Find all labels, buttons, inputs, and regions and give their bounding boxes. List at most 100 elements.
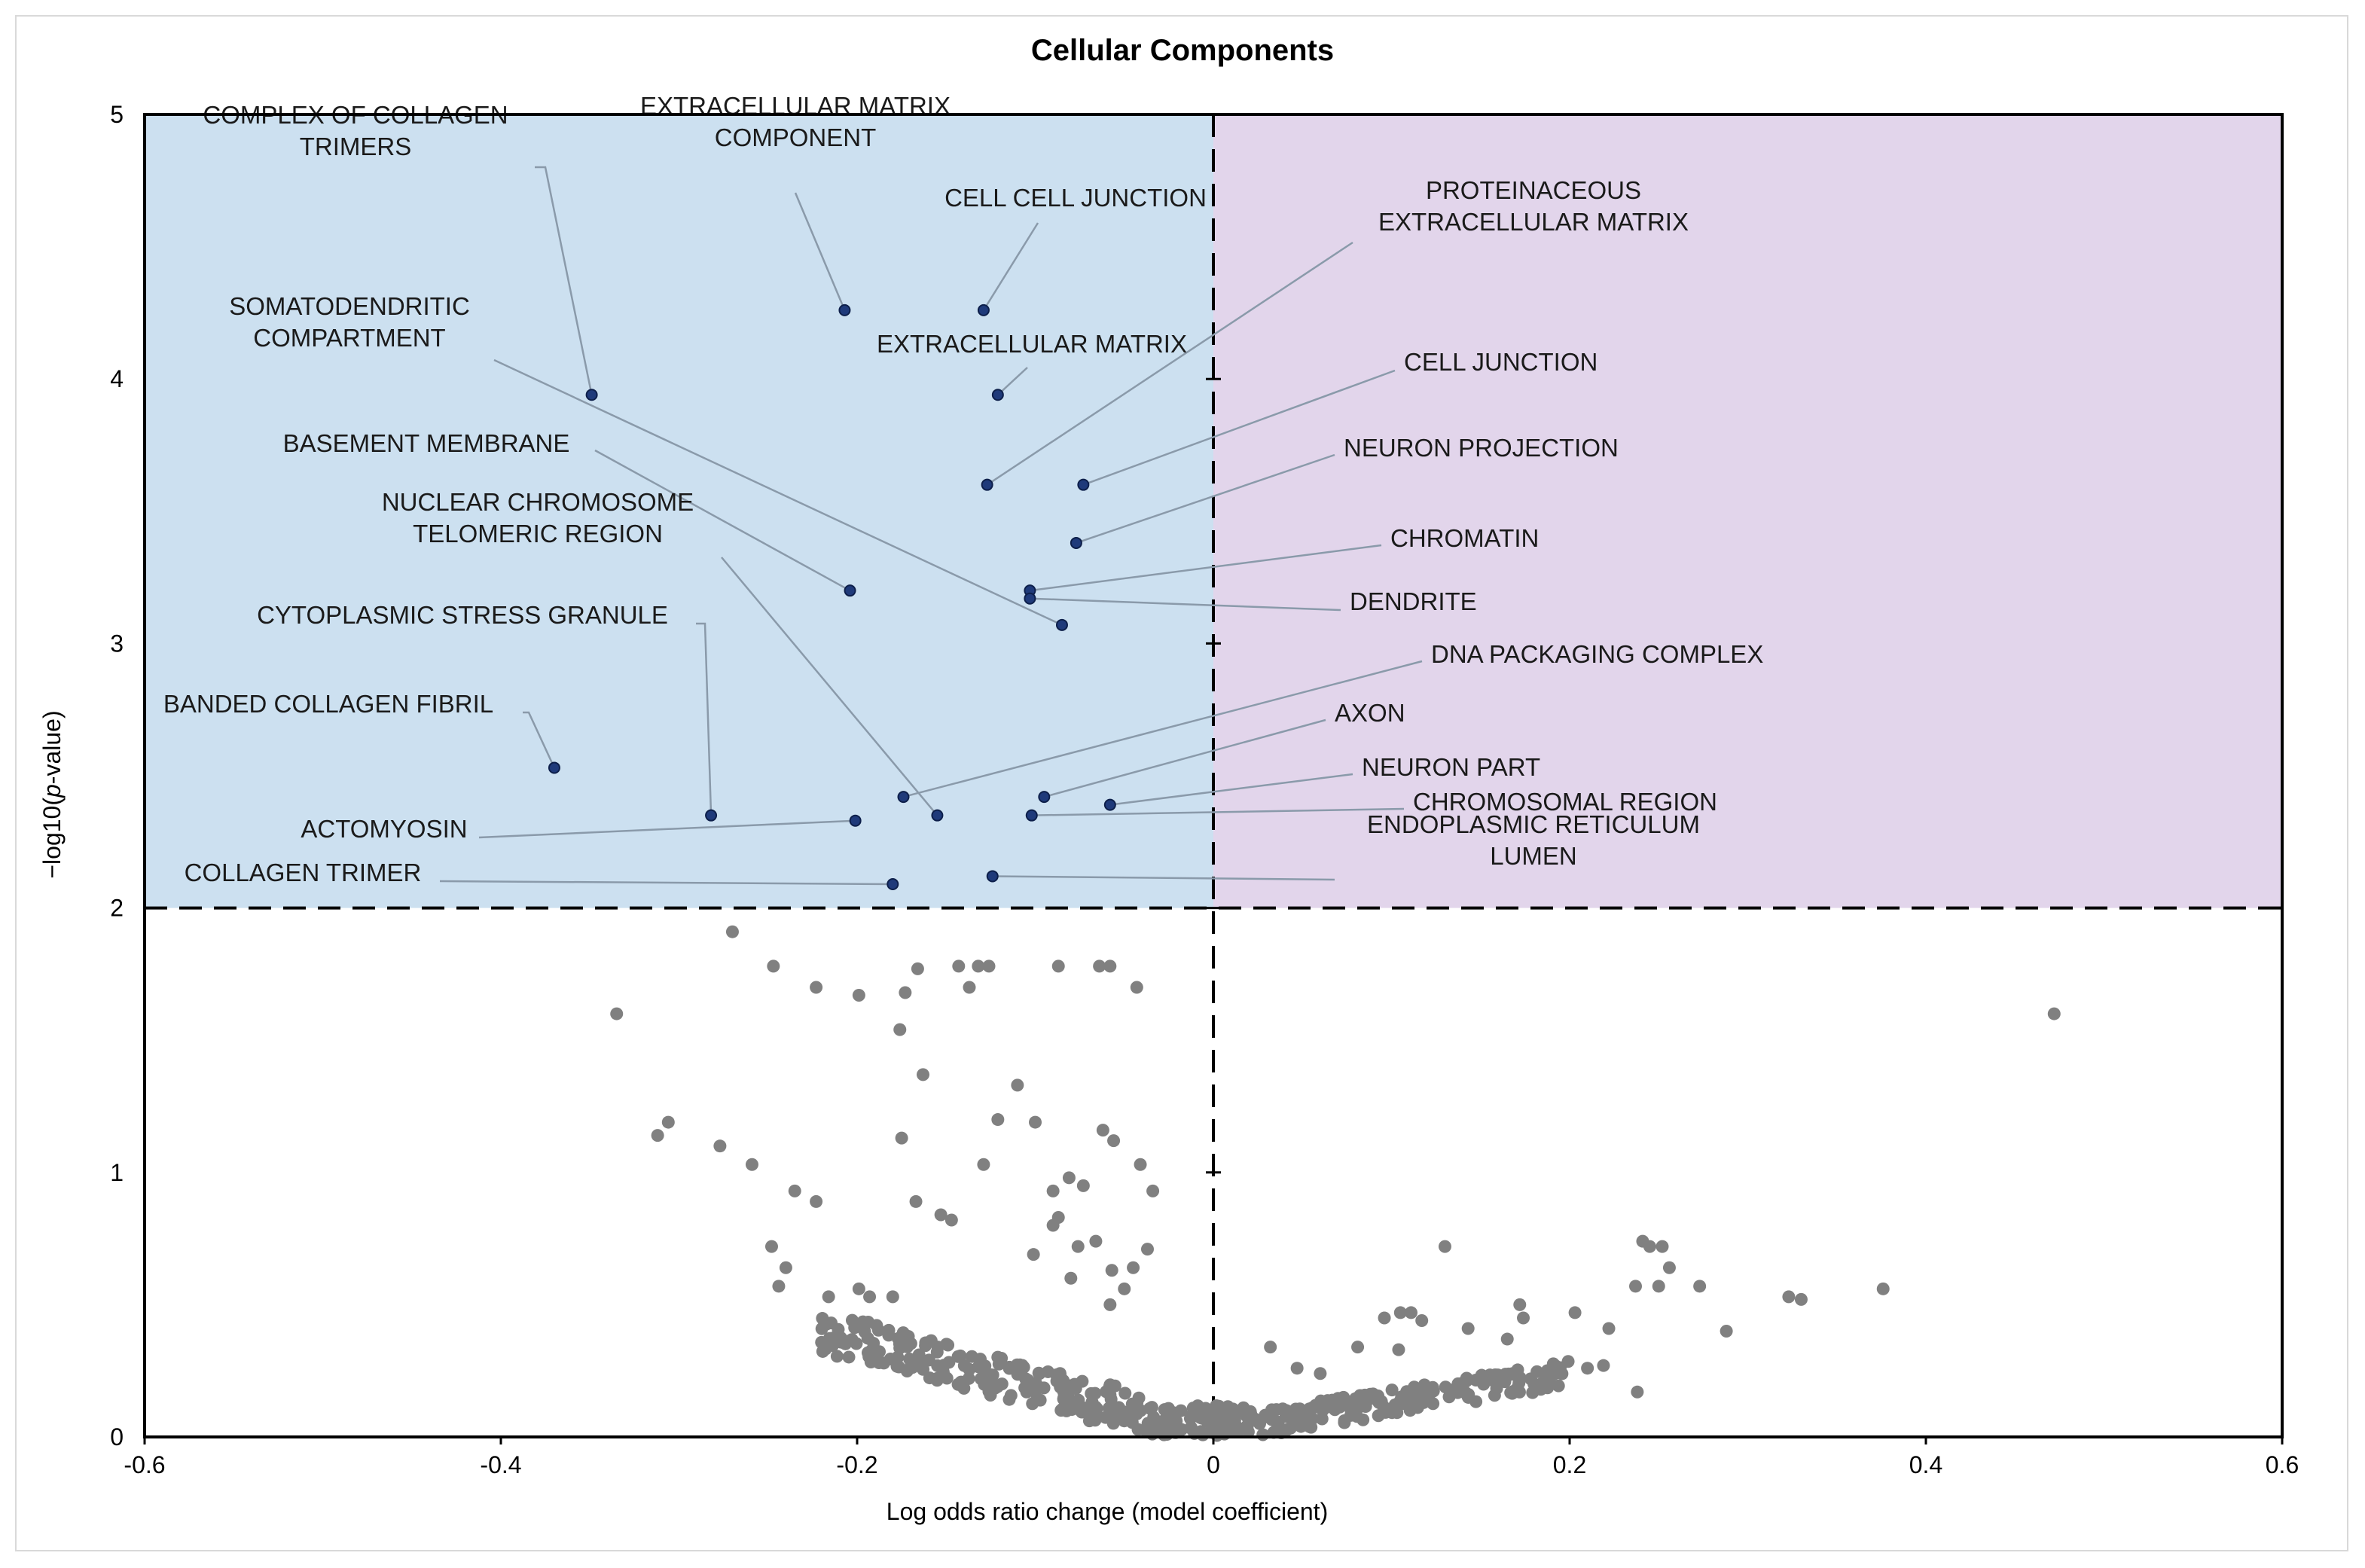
non-significant-point bbox=[1093, 959, 1106, 973]
non-significant-point bbox=[912, 1348, 926, 1362]
non-significant-point bbox=[1876, 1282, 1890, 1295]
non-significant-point bbox=[1062, 1171, 1076, 1185]
non-significant-point bbox=[764, 1240, 778, 1253]
non-significant-point bbox=[1057, 1393, 1070, 1406]
significant-point-cytoplasmic-stress-granule bbox=[705, 809, 718, 822]
leader-line-dendrite bbox=[1030, 597, 1341, 612]
non-significant-point bbox=[957, 1359, 971, 1372]
label-line: TRIMERS bbox=[300, 133, 412, 160]
non-significant-point bbox=[982, 959, 996, 973]
non-significant-point bbox=[1064, 1271, 1078, 1285]
significant-point-endoplasmic-reticulum-lumen bbox=[986, 870, 999, 883]
non-significant-point bbox=[725, 925, 739, 938]
non-significant-point bbox=[1041, 1365, 1054, 1378]
label-somatodendritic-compartment: SOMATODENDRITIC COMPARTMENT bbox=[229, 292, 470, 352]
label-cell-junction: CELL JUNCTION bbox=[1404, 348, 1598, 376]
label-basement-membrane: BASEMENT MEMBRANE bbox=[283, 429, 570, 457]
leader-line-neuron-projection bbox=[1076, 453, 1335, 545]
non-significant-point bbox=[1013, 1358, 1027, 1371]
leader-line-neuron-part bbox=[1109, 773, 1353, 806]
non-significant-point bbox=[810, 1194, 823, 1208]
non-significant-point bbox=[934, 1208, 948, 1222]
significant-point-axon bbox=[1038, 791, 1051, 804]
non-significant-point bbox=[937, 1359, 951, 1372]
non-significant-point bbox=[822, 1290, 835, 1304]
non-significant-point bbox=[1160, 1405, 1173, 1419]
non-significant-point bbox=[1152, 1417, 1166, 1430]
y-tick-label: 5 bbox=[110, 101, 124, 128]
non-significant-point bbox=[1051, 1211, 1065, 1225]
non-significant-point bbox=[863, 1290, 877, 1304]
non-significant-point bbox=[1720, 1325, 1733, 1338]
leader-line-nuclear-chromosome-telomeric-region bbox=[721, 557, 938, 816]
non-significant-point bbox=[1205, 1411, 1219, 1424]
non-significant-point bbox=[952, 959, 966, 973]
label-line: CYTOPLASMIC STRESS GRANULE bbox=[257, 601, 668, 629]
non-significant-point bbox=[1309, 1399, 1323, 1412]
x-tick-label: 0.2 bbox=[1553, 1451, 1586, 1478]
non-significant-point bbox=[767, 959, 780, 973]
x-tick-label: -0.6 bbox=[124, 1451, 165, 1478]
non-significant-point bbox=[1116, 1405, 1130, 1418]
non-significant-point bbox=[1396, 1397, 1410, 1411]
non-significant-point bbox=[1366, 1387, 1380, 1401]
non-significant-point bbox=[940, 1338, 954, 1351]
non-significant-point bbox=[861, 1346, 874, 1359]
non-significant-point bbox=[1271, 1422, 1284, 1435]
non-significant-point bbox=[1631, 1385, 1644, 1399]
x-axis-label: Log odds ratio change (model coefficient… bbox=[886, 1498, 1328, 1525]
non-significant-point bbox=[1002, 1393, 1016, 1406]
non-significant-point bbox=[1513, 1298, 1527, 1311]
label-cytoplasmic-stress-granule: CYTOPLASMIC STRESS GRANULE bbox=[257, 601, 668, 629]
non-significant-point bbox=[1195, 1425, 1208, 1438]
non-significant-point bbox=[1103, 959, 1117, 973]
non-significant-point bbox=[1175, 1423, 1189, 1436]
non-significant-point bbox=[992, 1357, 1006, 1371]
non-significant-point bbox=[1385, 1383, 1399, 1397]
non-significant-point bbox=[2047, 1007, 2061, 1020]
label-line: NEURON PART bbox=[1362, 753, 1540, 781]
non-significant-point bbox=[892, 1360, 905, 1374]
label-line: EXTRACELLULAR MATRIX bbox=[877, 330, 1187, 358]
non-significant-point bbox=[1290, 1362, 1304, 1375]
leader-line-collagen-trimer bbox=[439, 880, 893, 886]
non-significant-point bbox=[995, 1377, 1009, 1391]
y-axis-label: −log10(p-value) bbox=[38, 710, 66, 878]
label-line: CHROMATIN bbox=[1390, 524, 1539, 552]
non-significant-point bbox=[1076, 1179, 1090, 1192]
leader-line-basement-membrane bbox=[594, 449, 851, 592]
label-line: DNA PACKAGING COMPLEX bbox=[1431, 640, 1763, 668]
x-tick-label: 0.4 bbox=[1909, 1451, 1942, 1478]
non-significant-point bbox=[830, 1350, 844, 1363]
y-axis-label-italic: p bbox=[38, 784, 66, 798]
non-significant-point bbox=[951, 1350, 965, 1363]
non-significant-point bbox=[845, 1313, 859, 1327]
label-line: SOMATODENDRITIC bbox=[229, 292, 470, 320]
non-significant-point bbox=[930, 1345, 944, 1359]
non-significant-point bbox=[810, 981, 823, 994]
x-tick-label: -0.2 bbox=[836, 1451, 877, 1478]
non-significant-point bbox=[1143, 1402, 1157, 1415]
non-significant-point bbox=[1499, 1368, 1512, 1381]
non-significant-point bbox=[977, 1158, 990, 1171]
leader-line-complex-of-collagen-trimers bbox=[535, 166, 593, 395]
leader-line-actomyosin bbox=[478, 819, 856, 839]
non-significant-point bbox=[1256, 1428, 1270, 1441]
non-significant-point bbox=[1127, 1405, 1140, 1419]
significant-point-chromosomal-region bbox=[1025, 809, 1038, 822]
significant-point-proteinaceous-extracellular-matrix bbox=[981, 478, 993, 491]
non-significant-point bbox=[772, 1280, 786, 1293]
significant-point-actomyosin bbox=[849, 814, 862, 827]
non-significant-point bbox=[1076, 1374, 1089, 1388]
y-tick-label: 3 bbox=[110, 630, 124, 657]
y-tick-label: 4 bbox=[110, 365, 124, 392]
label-line: NEURON PROJECTION bbox=[1344, 434, 1619, 462]
non-significant-point bbox=[901, 1340, 914, 1353]
non-significant-point bbox=[1602, 1322, 1616, 1335]
non-significant-point bbox=[1490, 1382, 1503, 1396]
non-significant-point bbox=[1127, 1261, 1140, 1274]
non-significant-point bbox=[944, 1213, 958, 1227]
label-line: BANDED COLLAGEN FIBRIL bbox=[163, 690, 493, 718]
non-significant-point bbox=[1422, 1390, 1436, 1404]
label-line: COMPONENT bbox=[715, 124, 877, 151]
